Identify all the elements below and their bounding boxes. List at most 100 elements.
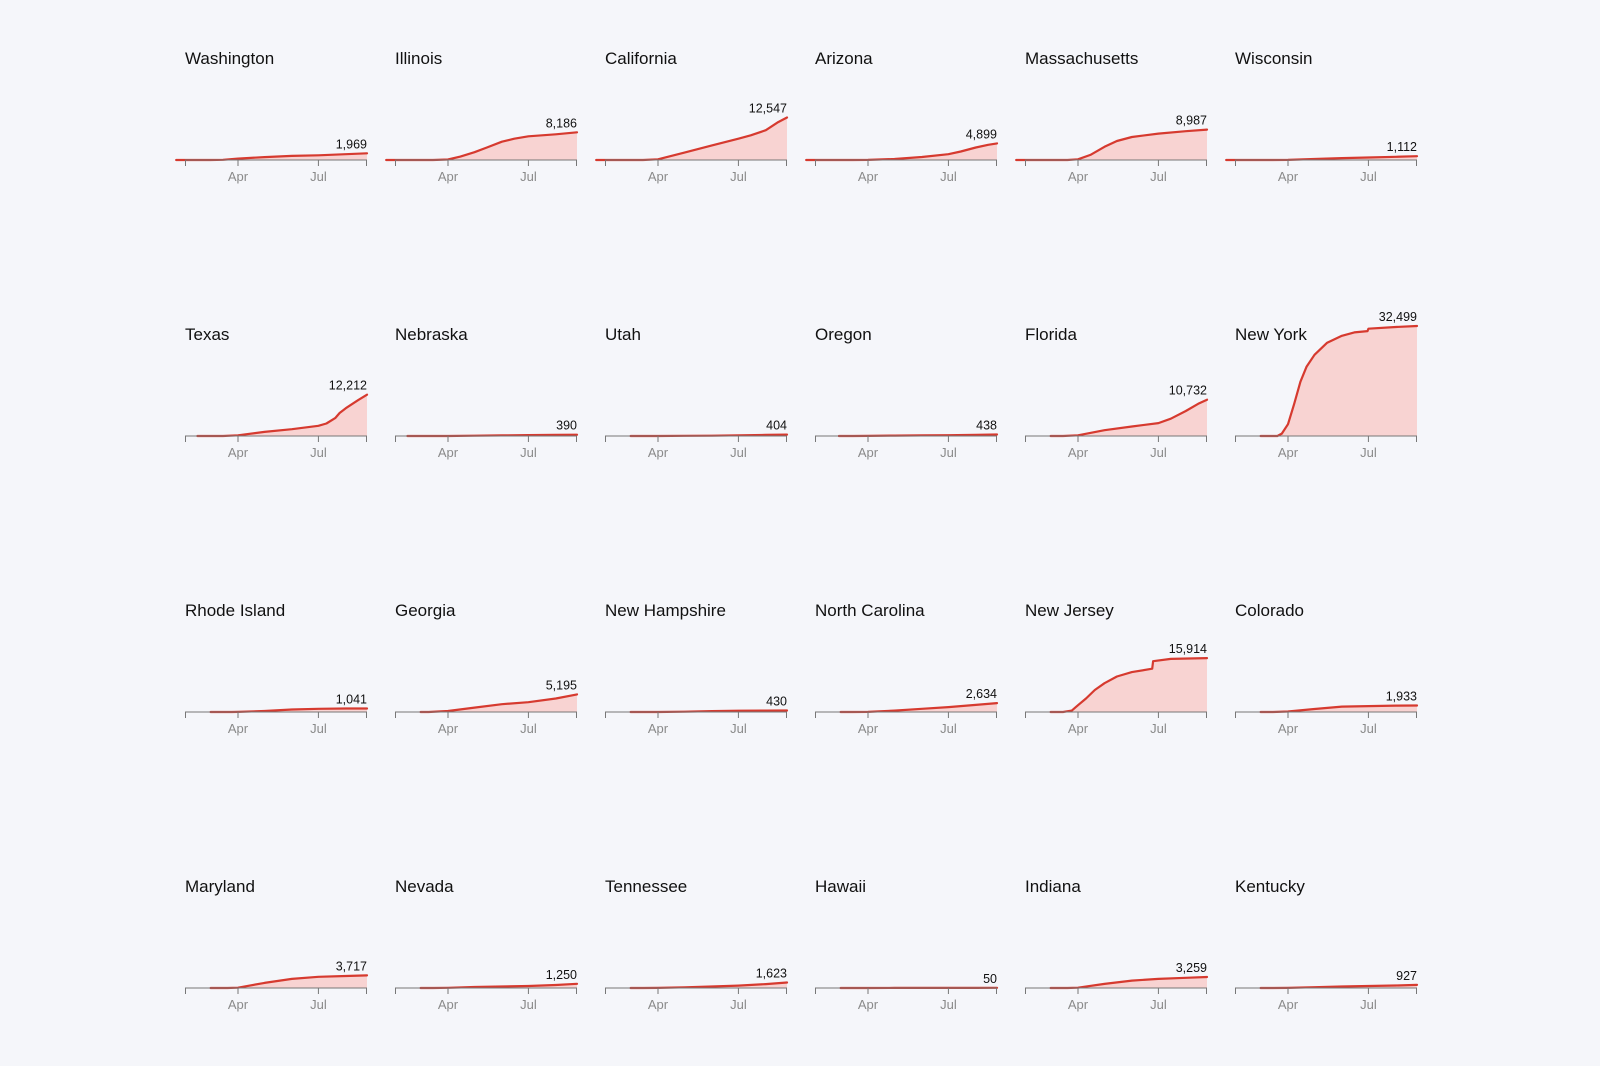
series-area [1050,658,1207,712]
panel-title: Illinois [395,49,443,68]
data-label: 5,195 [546,678,577,692]
x-tick-label: Apr [648,997,669,1012]
chart-svg: Apr Jul 2,634 [815,687,999,736]
panel-title: Massachusetts [1025,49,1139,68]
series-area [1016,129,1207,160]
x-tick-label: Apr [228,721,249,736]
series-area [1050,977,1207,988]
series-area [210,975,367,988]
chart-panel: Colorado Apr Jul 1,933 [1235,597,1419,777]
series-area [1226,156,1417,160]
chart-svg: Apr Jul 404 [605,419,789,460]
x-tick-label: Apr [1278,997,1299,1012]
series-area [1260,326,1417,436]
x-tick-label: Apr [228,169,249,184]
chart-panel: New Hampshire Apr Jul 430 [605,597,789,777]
chart-svg: Apr Jul 1,969 [175,137,369,184]
chart-svg: Apr Jul 1,623 [605,967,789,1012]
data-label: 12,547 [749,102,787,116]
x-tick-label: Apr [1278,169,1299,184]
data-label: 10,732 [1169,384,1207,398]
x-tick-label: Apr [1068,445,1089,460]
panel-title: Texas [185,325,230,344]
data-label: 8,186 [546,116,577,130]
panel-title: North Carolina [815,601,925,620]
x-tick-label: Jul [1360,721,1377,736]
chart-panel: Maryland Apr Jul 3,717 [185,873,369,1053]
panel-title: Florida [1025,325,1077,344]
series-area [1050,399,1207,436]
chart-panel: California Apr Jul 12,547 [595,45,789,225]
chart-svg: Apr Jul 12,547 [595,102,789,184]
x-tick-label: Jul [1150,997,1167,1012]
x-tick-label: Apr [228,997,249,1012]
panel-title: Tennessee [605,877,688,896]
data-label: 3,259 [1176,961,1207,975]
chart-panel: Utah Apr Jul 404 [605,321,789,501]
chart-svg: Apr Jul 430 [605,695,789,736]
series-area [840,703,997,712]
chart-panel: Kentucky Apr Jul 927 [1235,873,1419,1053]
x-tick-label: Apr [858,721,879,736]
chart-panel: Oregon Apr Jul 438 [815,321,999,501]
chart-svg: Apr Jul 1,250 [395,968,579,1012]
x-tick-label: Jul [1360,997,1377,1012]
series-area [630,982,787,988]
chart-svg: Apr Jul 3,259 [1025,961,1209,1012]
x-tick-label: Jul [520,445,537,460]
panel-title: Hawaii [815,877,867,896]
small-multiples-grid: Washington Apr Jul 1,969 Illinois Apr Jul 8,186… [175,45,1419,1053]
chart-svg: Apr Jul 927 [1235,969,1419,1012]
x-tick-label: Jul [310,445,327,460]
series-area [806,143,997,160]
panel-title: Kentucky [1235,877,1305,896]
series-area [1260,984,1417,988]
data-label: 1,250 [546,968,577,982]
x-tick-label: Jul [310,721,327,736]
panel-title: Oregon [815,325,872,344]
panel-title: Arizona [815,49,873,68]
x-tick-label: Jul [520,169,537,184]
x-tick-label: Apr [438,997,459,1012]
panel-title: Georgia [395,601,456,620]
chart-svg: Apr Jul 50 [815,972,999,1012]
chart-panel: Washington Apr Jul 1,969 [175,45,369,225]
chart-panel: New York Apr Jul 32,499 [1235,310,1419,501]
x-tick-label: Apr [648,721,669,736]
chart-panel: Georgia Apr Jul 5,195 [395,597,579,777]
chart-svg: Apr Jul 8,186 [385,116,579,184]
x-tick-label: Jul [730,445,747,460]
x-tick-label: Jul [940,997,957,1012]
data-label: 438 [976,419,997,433]
series-line [196,393,369,438]
data-label: 15,914 [1169,642,1207,656]
data-label: 927 [1396,969,1417,983]
chart-svg: Apr Jul 5,195 [395,678,579,736]
chart-panel: Nevada Apr Jul 1,250 [395,873,579,1053]
x-tick-label: Jul [520,721,537,736]
chart-panel: Massachusetts Apr Jul 8,987 [1015,45,1209,225]
series-area [197,394,367,436]
series-area [176,153,367,160]
data-label: 1,112 [1387,140,1417,154]
data-label: 3,717 [336,959,367,973]
data-label: 8,987 [1176,114,1207,128]
chart-panel: Tennessee Apr Jul 1,623 [605,873,789,1053]
panel-title: Nebraska [395,325,468,344]
chart-panel: Indiana Apr Jul 3,259 [1025,873,1209,1053]
series-area [420,983,577,988]
series-area [420,694,577,712]
series-line [1049,657,1209,714]
panel-title: Indiana [1025,877,1081,896]
chart-svg: Apr Jul 390 [395,419,579,460]
x-tick-label: Jul [1150,445,1167,460]
x-tick-label: Jul [730,721,747,736]
panel-title: Rhode Island [185,601,286,620]
panel-title: Maryland [185,877,255,896]
panel-title: California [605,49,677,68]
chart-svg: Apr Jul 4,899 [805,127,999,184]
panel-title: New Hampshire [605,601,726,620]
x-tick-label: Apr [858,169,879,184]
data-label: 1,623 [756,967,787,981]
panel-title: New Jersey [1025,601,1114,620]
